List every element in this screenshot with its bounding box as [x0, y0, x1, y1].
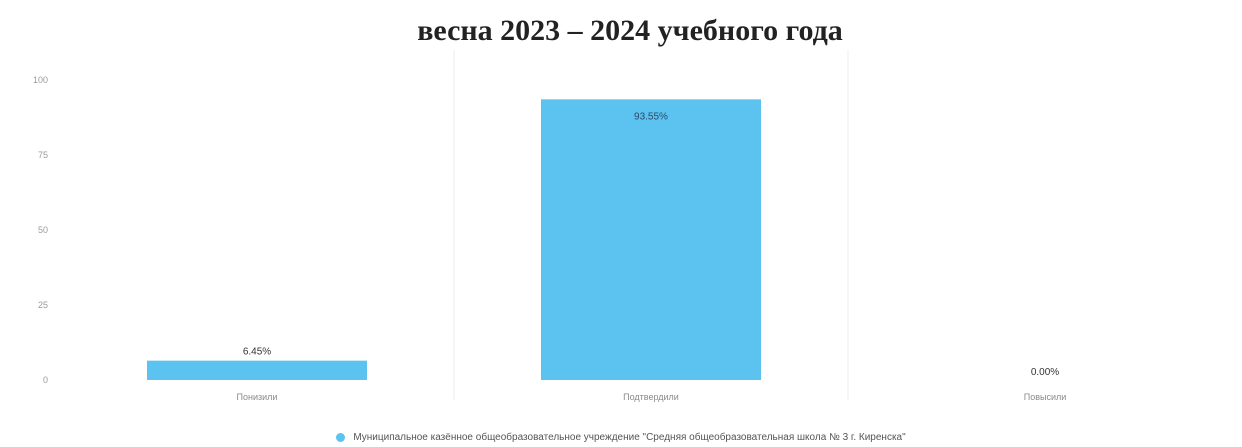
y-tick-label: 25: [38, 300, 48, 310]
data-label: 6.45%: [243, 347, 271, 358]
legend-label: Муниципальное казённое общеобразовательн…: [353, 431, 906, 443]
legend-swatch: [336, 432, 346, 442]
x-tick-label: Понизили: [237, 392, 278, 402]
y-tick-label: 0: [43, 375, 48, 385]
legend[interactable]: Муниципальное казённое общеобразовательн…: [0, 428, 1242, 446]
bar: [541, 99, 761, 380]
data-label: 93.55%: [634, 111, 668, 122]
y-tick-label: 100: [33, 75, 48, 85]
x-tick-label: Повысили: [1024, 392, 1067, 402]
bar: [147, 360, 367, 380]
y-tick-label: 50: [38, 225, 48, 235]
chart-title: весна 2023 – 2024 учебного года: [417, 14, 843, 47]
data-label: 0.00%: [1031, 367, 1059, 378]
x-tick-label: Подтвердили: [623, 392, 679, 402]
y-tick-label: 75: [38, 150, 48, 160]
